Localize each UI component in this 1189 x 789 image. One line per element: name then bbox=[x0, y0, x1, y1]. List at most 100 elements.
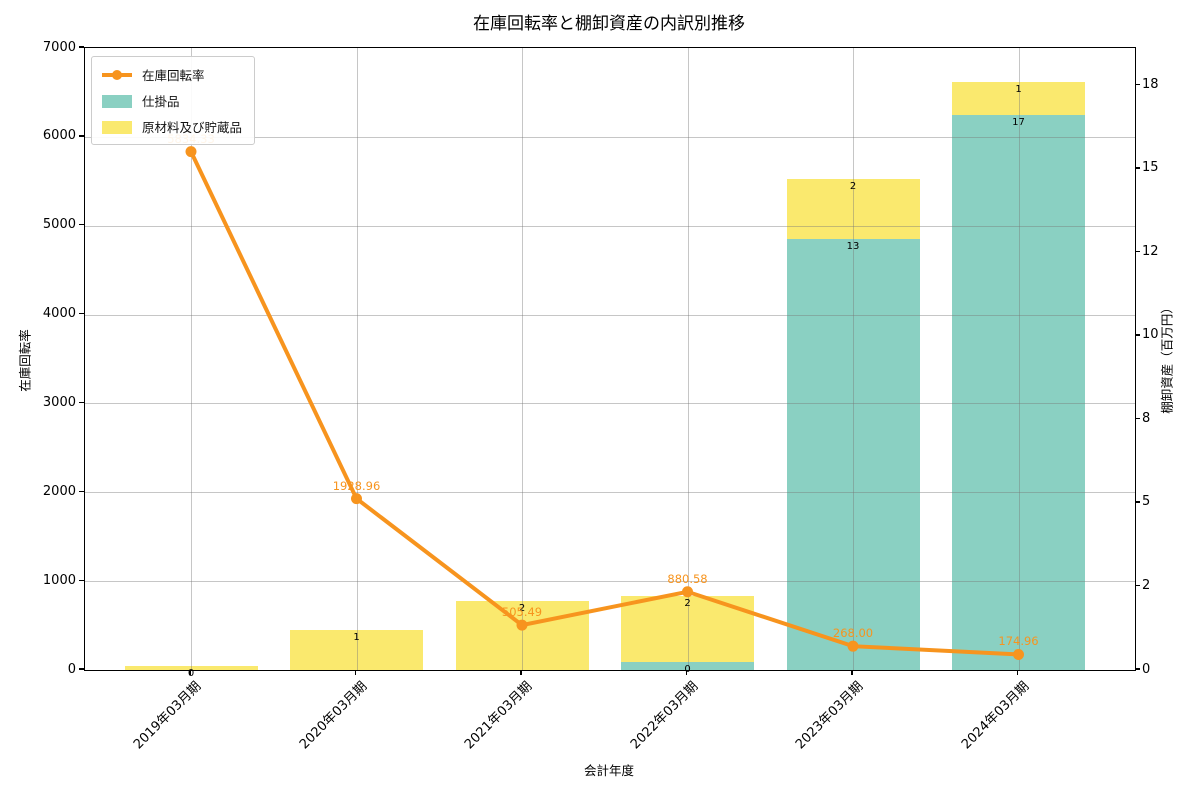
x-tick-mark bbox=[1016, 670, 1019, 676]
y-right-tick-label: 0 bbox=[1142, 661, 1151, 677]
bar-segment-wip bbox=[786, 239, 920, 670]
horizontal-gridline bbox=[85, 314, 1135, 316]
y-left-tick-label: 2000 bbox=[42, 483, 76, 499]
bar-segment-materials bbox=[952, 82, 1085, 116]
legend-label: 仕掛品 bbox=[142, 94, 180, 109]
vertical-gridline bbox=[853, 48, 854, 670]
line-value-label: 174.96 bbox=[998, 634, 1039, 649]
y-left-tick-mark bbox=[79, 46, 84, 48]
x-tick-label: 2020年03月期 bbox=[296, 679, 371, 753]
bar-value-label: 17 bbox=[1012, 117, 1025, 129]
x-tick-mark bbox=[685, 670, 688, 676]
x-tick-mark bbox=[354, 670, 357, 676]
y-right-tick-mark bbox=[1135, 668, 1141, 670]
x-tick-label: 2019年03月期 bbox=[131, 679, 205, 753]
vertical-gridline bbox=[356, 48, 358, 670]
legend-marker-icon bbox=[112, 69, 122, 80]
y-left-tick-mark bbox=[79, 579, 84, 581]
bar-value-label: 13 bbox=[846, 241, 860, 253]
x-tick-label: 2022年03月期 bbox=[627, 679, 702, 753]
turnover-line-series bbox=[185, 146, 1024, 660]
y-left-tick-label: 3000 bbox=[42, 394, 76, 410]
y-left-tick-mark bbox=[79, 490, 84, 492]
x-tick-label: 2023年03月期 bbox=[793, 679, 867, 753]
vertical-gridline bbox=[191, 48, 192, 670]
bar-value-label: 1 bbox=[1015, 84, 1022, 96]
legend-patch-swatch-icon bbox=[102, 94, 132, 108]
y-right-tick-label: 18 bbox=[1142, 76, 1159, 92]
bar-segment-materials bbox=[290, 629, 423, 670]
y-right-tick-label: 5 bbox=[1142, 494, 1151, 510]
legend-color-patch-icon bbox=[102, 94, 132, 108]
chart-title: 在庫回転率と棚卸資産の内訳別推移 bbox=[473, 14, 745, 34]
line-marker bbox=[351, 493, 362, 505]
y-left-tick-label: 5000 bbox=[42, 217, 76, 233]
bar-value-label: 0 bbox=[187, 667, 195, 679]
y-right-tick-label: 15 bbox=[1142, 160, 1159, 176]
legend-label: 在庫回転率 bbox=[142, 68, 205, 83]
horizontal-gridline bbox=[85, 581, 1135, 583]
horizontal-gridline bbox=[85, 136, 1135, 138]
bar-segment-materials bbox=[455, 601, 589, 670]
x-tick-label: 2021年03月期 bbox=[462, 679, 536, 753]
legend-item: 原材料及び貯蔵品 bbox=[102, 117, 242, 136]
y-right-tick-mark bbox=[1135, 417, 1141, 420]
y-right-tick-mark bbox=[1135, 250, 1141, 253]
horizontal-gridline bbox=[85, 492, 1135, 494]
legend-line-swatch-icon bbox=[102, 68, 132, 82]
bar-value-label: 2 bbox=[849, 180, 857, 192]
legend-item: 仕掛品 bbox=[102, 91, 242, 110]
y-right-tick-label: 10 bbox=[1142, 327, 1159, 343]
legend-patch-swatch-icon bbox=[102, 120, 132, 134]
x-tick-mark bbox=[189, 670, 191, 676]
vertical-gridline bbox=[522, 48, 523, 670]
y-left-tick-mark bbox=[79, 224, 84, 226]
bar-segment-wip bbox=[952, 115, 1085, 670]
line-path bbox=[189, 150, 1019, 657]
x-tick-label: 2024年03月期 bbox=[958, 679, 1033, 753]
y-left-tick-label: 4000 bbox=[42, 306, 76, 322]
bar-segment-wip bbox=[621, 661, 754, 670]
line-marker bbox=[516, 619, 528, 631]
y-right-tick-label: 2 bbox=[1142, 577, 1151, 593]
line-marker bbox=[847, 640, 859, 652]
line-marker bbox=[1013, 648, 1024, 660]
line-value-label: 880.58 bbox=[667, 571, 708, 586]
line-value-label: 268.00 bbox=[832, 626, 874, 641]
legend-color-patch-icon bbox=[102, 120, 132, 134]
x-tick-mark bbox=[520, 670, 522, 676]
bar-value-label: 2 bbox=[684, 598, 691, 610]
y-left-tick-mark bbox=[79, 401, 84, 404]
bar-value-label: 1 bbox=[353, 631, 360, 643]
bar-value-label: 2 bbox=[518, 603, 526, 615]
vertical-gridline bbox=[1018, 48, 1020, 670]
y-right-tick-mark bbox=[1135, 334, 1141, 336]
y-left-tick-label: 7000 bbox=[42, 39, 76, 55]
y-left-tick-mark bbox=[79, 312, 84, 315]
line-value-label: 1928.96 bbox=[332, 478, 381, 493]
horizontal-gridline bbox=[85, 403, 1135, 405]
y-axis-right-label: 棚卸資産（百万円） bbox=[1159, 301, 1175, 414]
line-marker bbox=[185, 146, 197, 158]
x-axis-label: 会計年度 bbox=[583, 763, 634, 778]
y-right-tick-label: 12 bbox=[1142, 243, 1159, 259]
bar-value-label: 0 bbox=[684, 663, 691, 675]
bar-segment-materials bbox=[786, 178, 920, 240]
y-right-tick-mark bbox=[1135, 584, 1141, 587]
line-marker bbox=[682, 586, 693, 598]
y-right-tick-mark bbox=[1135, 167, 1141, 169]
legend: 在庫回転率仕掛品原材料及び貯蔵品 bbox=[91, 56, 256, 145]
legend-label: 原材料及び貯蔵品 bbox=[142, 120, 243, 135]
line-value-label: 505.49 bbox=[501, 605, 543, 620]
y-left-tick-label: 0 bbox=[67, 661, 76, 677]
legend-item: 在庫回転率 bbox=[102, 65, 242, 84]
y-left-tick-mark bbox=[79, 668, 84, 670]
x-tick-mark bbox=[851, 670, 853, 676]
horizontal-gridline bbox=[85, 225, 1135, 227]
y-right-tick-label: 8 bbox=[1142, 410, 1151, 426]
y-right-tick-mark bbox=[1135, 83, 1141, 86]
y-left-tick-label: 1000 bbox=[42, 572, 76, 588]
y-right-tick-mark bbox=[1135, 501, 1141, 503]
